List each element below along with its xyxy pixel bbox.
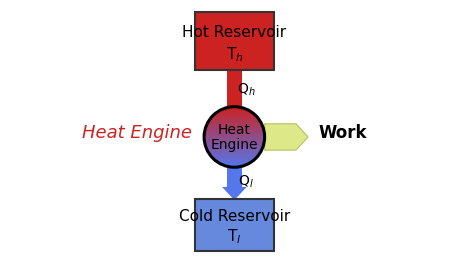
- Bar: [208, 151, 261, 152]
- Bar: [222, 164, 247, 165]
- Bar: [206, 147, 263, 148]
- Bar: [224, 165, 245, 166]
- Bar: [217, 112, 252, 113]
- Bar: [204, 141, 264, 142]
- Bar: [214, 159, 255, 160]
- Bar: [211, 156, 257, 157]
- Bar: [210, 119, 259, 120]
- Bar: [204, 135, 264, 136]
- Bar: [227, 137, 242, 187]
- Bar: [211, 117, 257, 118]
- Bar: [209, 120, 260, 121]
- Bar: [209, 153, 259, 154]
- Bar: [212, 116, 257, 117]
- Bar: [213, 115, 256, 116]
- Bar: [204, 132, 264, 133]
- Bar: [204, 137, 264, 138]
- Bar: [205, 131, 264, 132]
- Bar: [208, 122, 261, 123]
- Bar: [204, 134, 264, 135]
- Bar: [208, 152, 260, 153]
- Text: Engine: Engine: [210, 138, 258, 152]
- Bar: [213, 158, 256, 159]
- Bar: [207, 123, 262, 124]
- Bar: [212, 157, 257, 158]
- Text: Hot Reservoir: Hot Reservoir: [182, 25, 286, 40]
- Bar: [205, 130, 264, 131]
- Bar: [210, 155, 258, 156]
- Bar: [228, 107, 241, 108]
- Bar: [205, 144, 264, 145]
- Bar: [224, 108, 245, 109]
- Bar: [205, 143, 264, 144]
- Bar: [215, 113, 254, 114]
- Text: Cold Reservoir: Cold Reservoir: [179, 209, 290, 224]
- Bar: [204, 136, 264, 137]
- Bar: [210, 154, 259, 155]
- Text: Heat Engine: Heat Engine: [82, 124, 192, 142]
- FancyBboxPatch shape: [195, 199, 274, 251]
- Polygon shape: [264, 124, 308, 150]
- Bar: [205, 143, 264, 144]
- Bar: [206, 127, 263, 128]
- Bar: [220, 163, 249, 164]
- Bar: [205, 128, 264, 129]
- Bar: [214, 114, 255, 115]
- Text: Q$_l$: Q$_l$: [238, 173, 254, 190]
- Bar: [205, 145, 264, 146]
- Bar: [207, 124, 262, 125]
- Bar: [207, 150, 262, 151]
- Text: T$_l$: T$_l$: [227, 227, 242, 246]
- Bar: [218, 162, 251, 163]
- Bar: [205, 129, 264, 130]
- Bar: [215, 160, 254, 161]
- Bar: [210, 118, 258, 119]
- Bar: [217, 161, 252, 162]
- Bar: [204, 138, 264, 139]
- Bar: [206, 126, 263, 127]
- Bar: [228, 166, 241, 167]
- Bar: [204, 140, 264, 141]
- Polygon shape: [222, 187, 246, 200]
- Bar: [220, 110, 249, 111]
- Text: Q$_h$: Q$_h$: [237, 81, 255, 98]
- Bar: [204, 133, 264, 134]
- Bar: [206, 125, 263, 126]
- Bar: [204, 139, 264, 140]
- FancyBboxPatch shape: [195, 12, 274, 70]
- Text: Work: Work: [318, 124, 366, 142]
- Text: Heat: Heat: [218, 123, 251, 136]
- Polygon shape: [222, 125, 246, 138]
- Bar: [208, 121, 260, 122]
- Text: T$_h$: T$_h$: [226, 45, 243, 64]
- Bar: [207, 148, 262, 149]
- Bar: [206, 146, 263, 147]
- Bar: [227, 70, 242, 137]
- Bar: [205, 142, 264, 143]
- Bar: [222, 109, 247, 110]
- Bar: [218, 111, 251, 112]
- Bar: [207, 149, 262, 150]
